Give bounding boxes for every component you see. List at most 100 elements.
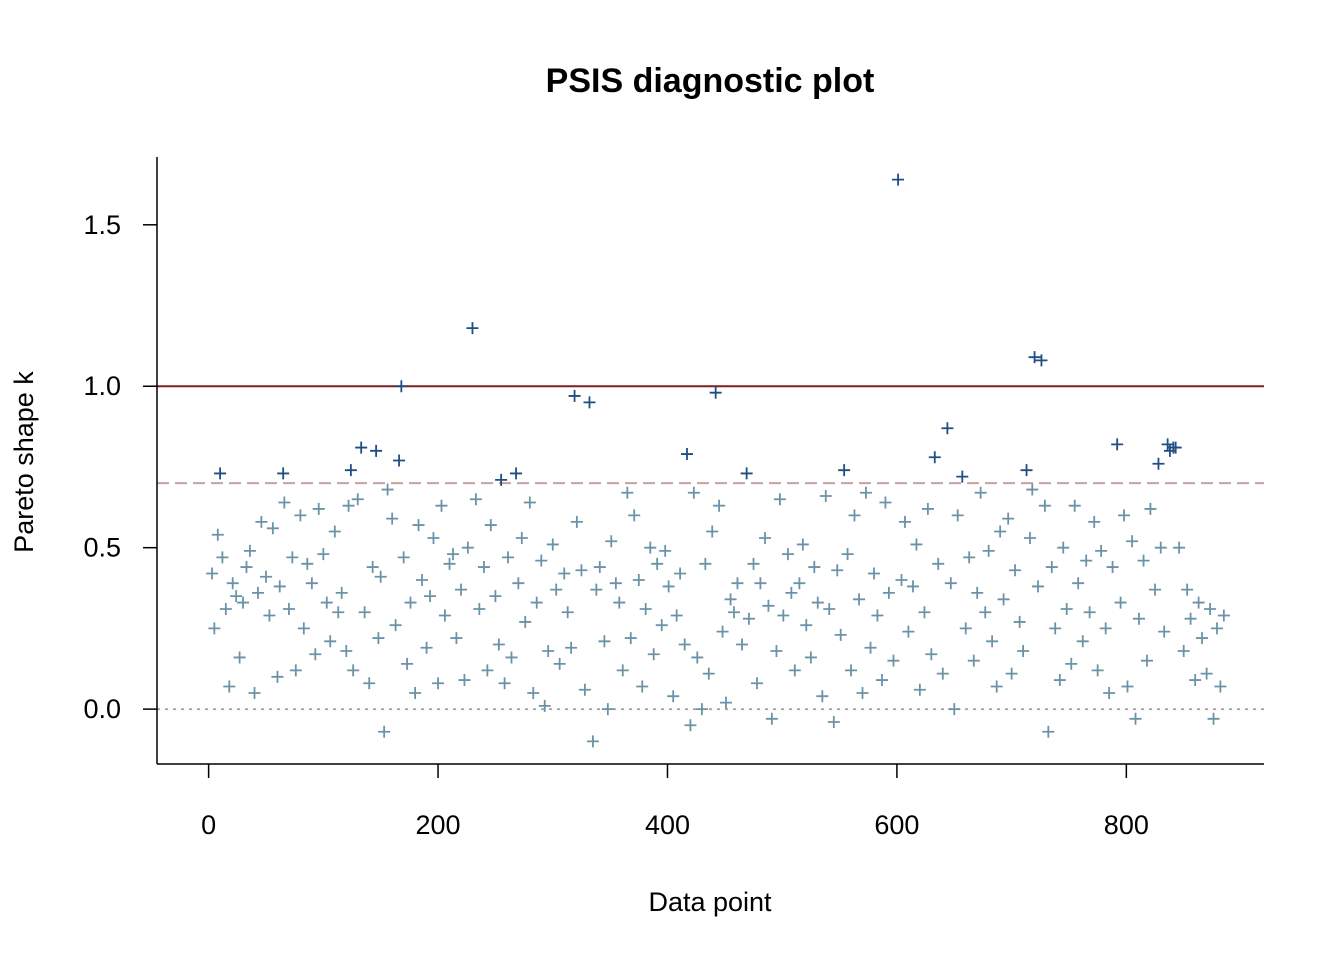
- x-tick-label: 800: [1104, 810, 1149, 840]
- data-point: [1217, 609, 1230, 622]
- data-point: [305, 577, 318, 590]
- data-point: [793, 577, 806, 590]
- data-point: [565, 641, 578, 654]
- data-point: [699, 557, 712, 570]
- data-point: [997, 593, 1010, 606]
- data-point: [1196, 632, 1209, 645]
- data-point: [578, 683, 591, 696]
- data-point: [1065, 657, 1078, 670]
- data-point: [489, 590, 502, 603]
- data-point: [728, 606, 741, 619]
- data-point: [1126, 535, 1139, 548]
- data-point: [593, 561, 606, 574]
- data-point-high-k: [1020, 464, 1033, 477]
- data-point: [435, 499, 448, 512]
- data-point: [271, 670, 284, 683]
- data-point: [219, 603, 232, 616]
- data-point: [1144, 502, 1157, 515]
- data-point: [1149, 583, 1162, 596]
- data-point: [662, 580, 675, 593]
- data-point: [959, 622, 972, 635]
- data-point: [492, 638, 505, 651]
- data-point: [1005, 667, 1018, 680]
- data-point: [639, 603, 652, 616]
- data-point: [979, 606, 992, 619]
- data-point: [948, 703, 961, 716]
- data-point: [601, 703, 614, 716]
- chart-title: PSIS diagnostic plot: [546, 62, 875, 100]
- data-point: [910, 538, 923, 551]
- data-point: [294, 509, 307, 522]
- data-point: [297, 622, 310, 635]
- scatter-points: [206, 173, 1230, 748]
- data-point: [289, 664, 302, 677]
- data-point: [875, 674, 888, 687]
- data-point: [230, 590, 243, 603]
- data-point: [450, 632, 463, 645]
- data-point: [1204, 603, 1217, 616]
- data-point: [819, 490, 832, 503]
- data-point: [237, 596, 250, 609]
- data-point: [859, 486, 872, 499]
- data-point: [553, 657, 566, 670]
- data-point: [1173, 541, 1186, 554]
- data-point: [644, 541, 657, 554]
- data-point: [867, 567, 880, 580]
- data-point: [785, 586, 798, 599]
- data-point: [527, 686, 540, 699]
- y-tick-label: 0.0: [83, 694, 121, 724]
- data-point: [848, 509, 861, 522]
- data-point: [332, 606, 345, 619]
- data-point: [651, 557, 664, 570]
- data-point: [1042, 725, 1055, 738]
- data-point: [498, 677, 511, 690]
- y-tick-label: 1.0: [83, 371, 121, 401]
- data-point: [590, 583, 603, 596]
- data-point: [762, 599, 775, 612]
- data-point: [397, 551, 410, 564]
- data-point: [898, 515, 911, 528]
- data-point: [750, 677, 763, 690]
- data-point: [624, 632, 637, 645]
- data-point: [724, 593, 737, 606]
- data-point: [777, 609, 790, 622]
- data-point: [550, 583, 563, 596]
- data-point: [887, 654, 900, 667]
- data-point: [226, 577, 239, 590]
- y-axis-ticks: 0.0 0.5 1.0 1.5: [83, 210, 157, 724]
- data-point: [598, 635, 611, 648]
- data-point: [259, 570, 272, 583]
- x-tick-label: 400: [645, 810, 690, 840]
- data-point: [754, 577, 767, 590]
- data-point: [415, 573, 428, 586]
- data-point-high-k: [941, 422, 954, 435]
- data-point-high-k: [1169, 441, 1182, 454]
- data-point: [458, 674, 471, 687]
- data-point-high-k: [393, 454, 406, 467]
- data-point: [974, 486, 987, 499]
- data-point: [412, 519, 425, 532]
- data-point: [1140, 654, 1153, 667]
- data-point: [558, 567, 571, 580]
- data-point: [381, 483, 394, 496]
- data-point: [808, 561, 821, 574]
- data-point: [834, 628, 847, 641]
- data-point: [1026, 483, 1039, 496]
- data-point: [208, 622, 221, 635]
- data-point-high-k: [495, 473, 508, 486]
- data-point: [951, 509, 964, 522]
- data-point: [871, 609, 884, 622]
- data-point: [1049, 622, 1062, 635]
- data-point: [616, 664, 629, 677]
- data-point-high-k: [510, 467, 523, 480]
- x-tick-label: 600: [874, 810, 919, 840]
- data-point: [424, 590, 437, 603]
- data-point: [1083, 606, 1096, 619]
- data-point: [401, 657, 414, 670]
- data-point: [586, 735, 599, 748]
- data-point: [1210, 622, 1223, 635]
- data-point: [895, 573, 908, 586]
- data-point: [443, 557, 456, 570]
- data-point: [351, 493, 364, 506]
